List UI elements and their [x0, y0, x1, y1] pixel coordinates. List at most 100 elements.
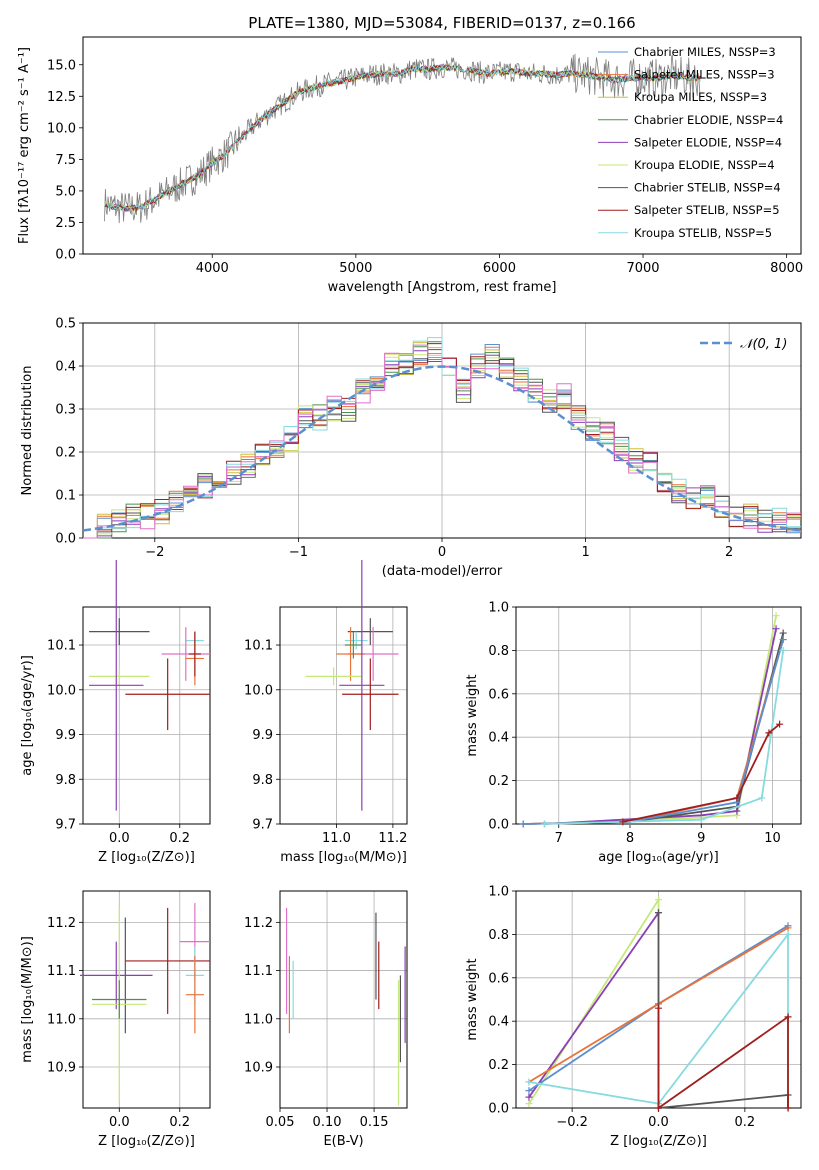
- error-bar-point: [89, 667, 150, 686]
- y-tick-label: 0.5: [55, 317, 76, 332]
- legend-label: Kroupa ELODIE, NSSP=4: [634, 158, 775, 172]
- mass-weight-marker: [519, 820, 527, 828]
- x-tick-label: 0.0: [648, 1115, 669, 1130]
- y-tick-label: 0.2: [55, 446, 76, 461]
- legend-label: Chabrier MILES, NSSP=3: [634, 45, 776, 59]
- mass-weight-marker: [784, 1013, 792, 1021]
- model-line: [104, 64, 701, 212]
- residuals-frame: [82, 322, 802, 539]
- y-tick-label: 5.0: [55, 184, 76, 199]
- age-vs-mass-axes: 11.0 11.2 9.7 9.8 9.9 10.0 10.1 mass [log₁₀(M/M…: [244, 560, 408, 865]
- y-tick-label: 0.4: [488, 731, 509, 746]
- mass-weight-marker: [655, 1004, 662, 1012]
- error-bar-point: [344, 631, 368, 650]
- y-tick-label: 10.9: [244, 1061, 273, 1076]
- x-tick-label: 0: [438, 545, 446, 560]
- y-tick-label: 0.0: [488, 1102, 509, 1117]
- y-axis-label: mass weight: [465, 674, 480, 756]
- legend-label: 𝒩(0, 1): [740, 337, 787, 352]
- legend-label: Chabrier ELODIE, NSSP=4: [634, 113, 783, 127]
- y-tick-label: 9.8: [252, 773, 273, 788]
- mass-weight-marker: [525, 1100, 533, 1108]
- gaussian-curve: [82, 365, 802, 532]
- error-bar-point: [342, 658, 399, 731]
- mass-weight-marker: [784, 1104, 792, 1112]
- spectrum-legend: Chabrier MILES, NSSP=3 Salpeter MILES, NS…: [598, 45, 783, 240]
- spectrum-axes: 4000 5000 6000 7000 8000 0.0 2.5 5.0 7.5 10.0 12.5…: [17, 36, 803, 295]
- mass-weight-line: [523, 639, 785, 825]
- y-tick-label: 10.1: [47, 639, 76, 654]
- x-tick-label: 1: [581, 545, 589, 560]
- error-bar-point: [347, 618, 393, 646]
- mass-vs-z-axes: 0.0 0.2 10.9 11.0 11.1 11.2 Z [log₁₀(Z/Z⊙)] mas…: [20, 890, 211, 1149]
- x-tick-label: 0.10: [313, 1115, 342, 1130]
- x-tick-label: 9: [697, 831, 705, 846]
- y-axis-label: mass [log₁₀(M/M⊙)]: [20, 936, 35, 1063]
- error-bar-point: [125, 907, 210, 1014]
- y-tick-label: 0.4: [488, 1015, 509, 1030]
- y-tick-label: 11.2: [244, 916, 273, 931]
- age-vs-mass-frame: [279, 606, 408, 825]
- y-tick-label: 0.1: [55, 489, 76, 504]
- x-tick-label: 0.15: [360, 1115, 389, 1130]
- y-tick-label: 0.0: [55, 248, 76, 263]
- x-tick-label: 2: [725, 545, 733, 560]
- spectrum-frame: [82, 36, 802, 255]
- x-tick-label: 6000: [483, 261, 516, 276]
- mass-weight-marker: [784, 924, 792, 932]
- y-tick-label: 1.0: [488, 601, 509, 616]
- histogram-step: [83, 337, 801, 539]
- x-tick-label: 7: [555, 831, 563, 846]
- y-tick-label: 0.0: [55, 532, 76, 547]
- error-bar-point: [188, 631, 201, 677]
- y-tick-label: 11.2: [47, 916, 76, 931]
- mass-weight-marker: [779, 646, 787, 654]
- x-axis-label: mass [log₁₀(M/M⊙)]: [280, 850, 407, 865]
- mass-weight-vs-age-axes: 7 8 9 10 0.0 0.2 0.4 0.6 0.8 1.0 age [log₁₀(age/yr…: [465, 601, 802, 865]
- mass-weight-marker: [655, 1104, 662, 1112]
- y-tick-label: 9.9: [55, 728, 76, 743]
- y-tick-label: 9.7: [252, 818, 273, 833]
- y-tick-label: 10.1: [244, 639, 273, 654]
- x-tick-label: −2: [145, 545, 164, 560]
- legend-label: Kroupa MILES, NSSP=3: [634, 90, 767, 104]
- x-tick-label: 4000: [196, 261, 229, 276]
- mass-vs-ebv-axes: 0.05 0.10 0.15 10.9 11.0 11.1 11.2 E(B-V): [244, 890, 408, 1149]
- error-bar-point: [79, 941, 153, 1010]
- age-vs-z-frame: [82, 606, 211, 825]
- mass-weight-vs-age-frame: [515, 606, 802, 825]
- mass-weight-marker: [772, 625, 780, 633]
- y-tick-label: 2.5: [55, 216, 76, 231]
- mass-weight-marker: [776, 720, 784, 728]
- error-bar-point: [89, 618, 150, 646]
- y-tick-label: 0.3: [55, 403, 76, 418]
- error-bar-point: [185, 956, 204, 1034]
- x-tick-label: 0.05: [266, 1115, 295, 1130]
- y-tick-label: 11.1: [244, 964, 273, 979]
- y-tick-label: 11.0: [244, 1012, 273, 1027]
- x-axis-label: Z [log₁₀(Z/Z⊙)]: [98, 850, 195, 865]
- x-tick-label: 8000: [770, 261, 803, 276]
- x-tick-label: 0.2: [169, 1115, 190, 1130]
- error-bar-point: [92, 980, 147, 1019]
- y-tick-label: 0.2: [488, 1058, 509, 1073]
- legend-label: Salpeter MILES, NSSP=3: [634, 68, 775, 82]
- x-tick-label: 0.2: [169, 831, 190, 846]
- x-tick-label: 0.0: [109, 831, 130, 846]
- x-axis-label: Z [log₁₀(Z/Z⊙)]: [98, 1134, 195, 1149]
- mass-weight-line: [657, 1008, 789, 1110]
- y-tick-label: 9.9: [252, 728, 273, 743]
- y-tick-label: 9.7: [55, 818, 76, 833]
- mass-vs-ebv-frame: [279, 890, 408, 1109]
- age-vs-z-axes: 0.0 0.2 9.7 9.8 9.9 10.0 10.1 Z [log₁₀(Z/Z⊙)] ag…: [20, 560, 211, 865]
- y-tick-label: 0.8: [488, 928, 509, 943]
- mass-weight-line: [528, 896, 660, 1105]
- mass-weight-vs-z-axes: −0.2 0.0 0.2 0.0 0.2 0.4 0.6 0.8 1.0 Z [log₁₀(Z/Z…: [465, 885, 802, 1149]
- x-axis-label: wavelength [Angstrom, rest frame]: [328, 280, 557, 295]
- mass-weight-marker: [541, 820, 548, 828]
- x-tick-label: 7000: [626, 261, 659, 276]
- mass-weight-marker: [779, 636, 787, 644]
- y-tick-label: 0.6: [488, 687, 509, 702]
- legend-label: Chabrier STELIB, NSSP=4: [634, 181, 781, 195]
